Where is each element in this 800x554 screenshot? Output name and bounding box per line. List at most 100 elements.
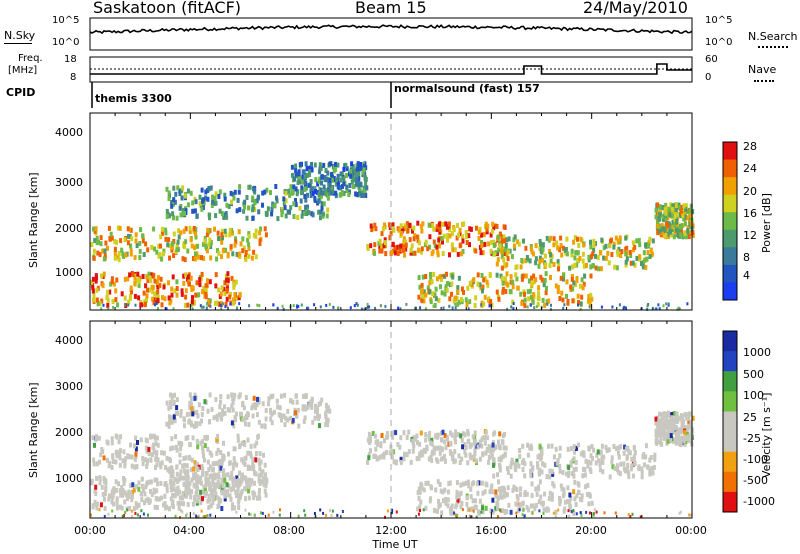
velocity-echo-cell — [182, 501, 186, 507]
velocity-echo-cell — [211, 500, 215, 505]
power-echo-cell — [602, 255, 606, 261]
velocity-echo-cell — [547, 496, 551, 501]
power-echo-cell — [428, 289, 432, 295]
velocity-echo-cell — [523, 473, 527, 479]
velocity-echo-cell — [402, 456, 406, 462]
velocity-echo-cell — [623, 444, 627, 450]
power-echo-cell — [404, 242, 408, 248]
power-echo-cell — [368, 305, 371, 309]
power-echo-cell — [158, 252, 162, 258]
power-echo-cell — [320, 180, 323, 186]
velocity-echo-cell — [682, 419, 686, 425]
power-echoes — [90, 161, 695, 311]
velocity-echo-cell — [538, 479, 542, 485]
velocity-echo-cell — [383, 438, 386, 444]
velocity-echo-cell — [193, 395, 197, 401]
velocity-echo-cell — [563, 499, 567, 505]
power-echo-cell — [387, 222, 391, 228]
power-echo-cell — [360, 307, 363, 311]
velocity-echo-cell — [200, 412, 204, 417]
velocity-echo-cell — [185, 463, 189, 469]
velocity-echo-cell — [118, 462, 122, 468]
velocity-echo-cell — [304, 406, 308, 412]
freq-tick-bottom-left: 8 — [70, 72, 77, 83]
power-echo-cell — [303, 193, 307, 199]
velocity-echo-cell — [474, 505, 478, 510]
velocity-echo-cell — [206, 459, 210, 465]
power-echo-cell — [103, 253, 107, 258]
power-echo-cell — [495, 261, 499, 267]
velocity-echo-cell — [529, 503, 533, 509]
power-echo-cell — [169, 298, 173, 304]
velocity-echo-cell — [577, 490, 581, 495]
velocity-echo-cell — [484, 450, 488, 456]
velocity-echo-cell — [258, 487, 261, 493]
velocity-echo-cell — [551, 471, 555, 477]
power-echo-cell — [294, 186, 298, 192]
power-echo-cell — [184, 239, 188, 245]
power-echo-cell — [350, 161, 354, 167]
velocity-echo-cell — [134, 511, 137, 515]
power-echo-cell — [413, 233, 417, 239]
power-echo-cell — [283, 205, 287, 211]
power-echo-cell — [557, 263, 561, 269]
velocity-echo-cell — [418, 512, 420, 516]
velocity-echo-cell — [489, 485, 493, 491]
velocity-echo-cell — [286, 417, 290, 423]
velocity-echo-cell — [661, 428, 665, 434]
velocity-echo-cell — [226, 394, 230, 400]
velocity-echo-cell — [178, 489, 182, 495]
power-echo-cell — [691, 229, 695, 235]
velocity-echo-cell — [174, 514, 177, 518]
power-echo-cell — [467, 307, 470, 311]
velocity-echo-cell — [484, 429, 488, 435]
power-echo-cell — [206, 196, 210, 202]
power-echo-cell — [505, 262, 509, 268]
velocity-echo-cell — [134, 435, 138, 441]
power-echo-cell — [209, 255, 213, 261]
velocity-echo-cell — [130, 494, 134, 499]
power-echo-cell — [412, 225, 416, 231]
velocity-echo-cell — [182, 456, 186, 462]
velocity-echo-cell — [123, 499, 127, 505]
velocity-echo-cell — [455, 480, 459, 486]
velocity-echo-cell — [657, 418, 661, 424]
velocity-echo-cell — [543, 462, 547, 468]
power-echo-cell — [546, 302, 549, 306]
power-echo-cell — [679, 232, 683, 238]
velocity-echo-cell — [155, 477, 159, 483]
velocity-echo-cell — [494, 489, 498, 495]
velocity-echo-cell — [441, 429, 445, 435]
power-echo-cell — [204, 294, 208, 300]
power-echo-cell — [219, 291, 223, 297]
power-echo-cell — [276, 306, 279, 310]
velocity-echo-cell — [648, 457, 652, 463]
power-echo-cell — [306, 192, 309, 198]
velocity-echo-cell — [449, 510, 453, 516]
power-echo-cell — [184, 226, 188, 232]
velocity-echo-cell — [251, 413, 255, 419]
velocity-echo-cell — [517, 505, 521, 511]
velocity-echo-cell — [218, 482, 222, 488]
velocity-echo-cell — [253, 402, 257, 408]
velocity-echo-cell — [681, 416, 685, 422]
velocity-echo-cell — [632, 454, 636, 460]
velocity-echo-cell — [249, 443, 253, 449]
power-echo-cell — [356, 161, 360, 167]
power-echo-cell — [186, 274, 190, 280]
velocity-echo-cell — [222, 453, 226, 459]
velocity-echo-cell — [145, 438, 149, 444]
velocity-echo-cell — [221, 411, 225, 417]
velocity-echo-cell — [284, 415, 288, 421]
power-echo-cell — [274, 184, 278, 189]
power-echo-cell — [448, 227, 452, 233]
velocity-echo-cell — [179, 412, 183, 418]
power-echo-cell — [156, 275, 160, 280]
velocity-echo-cell — [655, 435, 659, 441]
velocity-echo-cell — [568, 503, 572, 509]
power-echo-cell — [265, 212, 269, 217]
velocity-echo-cell — [469, 442, 473, 448]
velocity-echo-cell — [328, 508, 331, 512]
velocity-echo-cell — [475, 515, 478, 519]
power-echo-cell — [204, 283, 208, 289]
